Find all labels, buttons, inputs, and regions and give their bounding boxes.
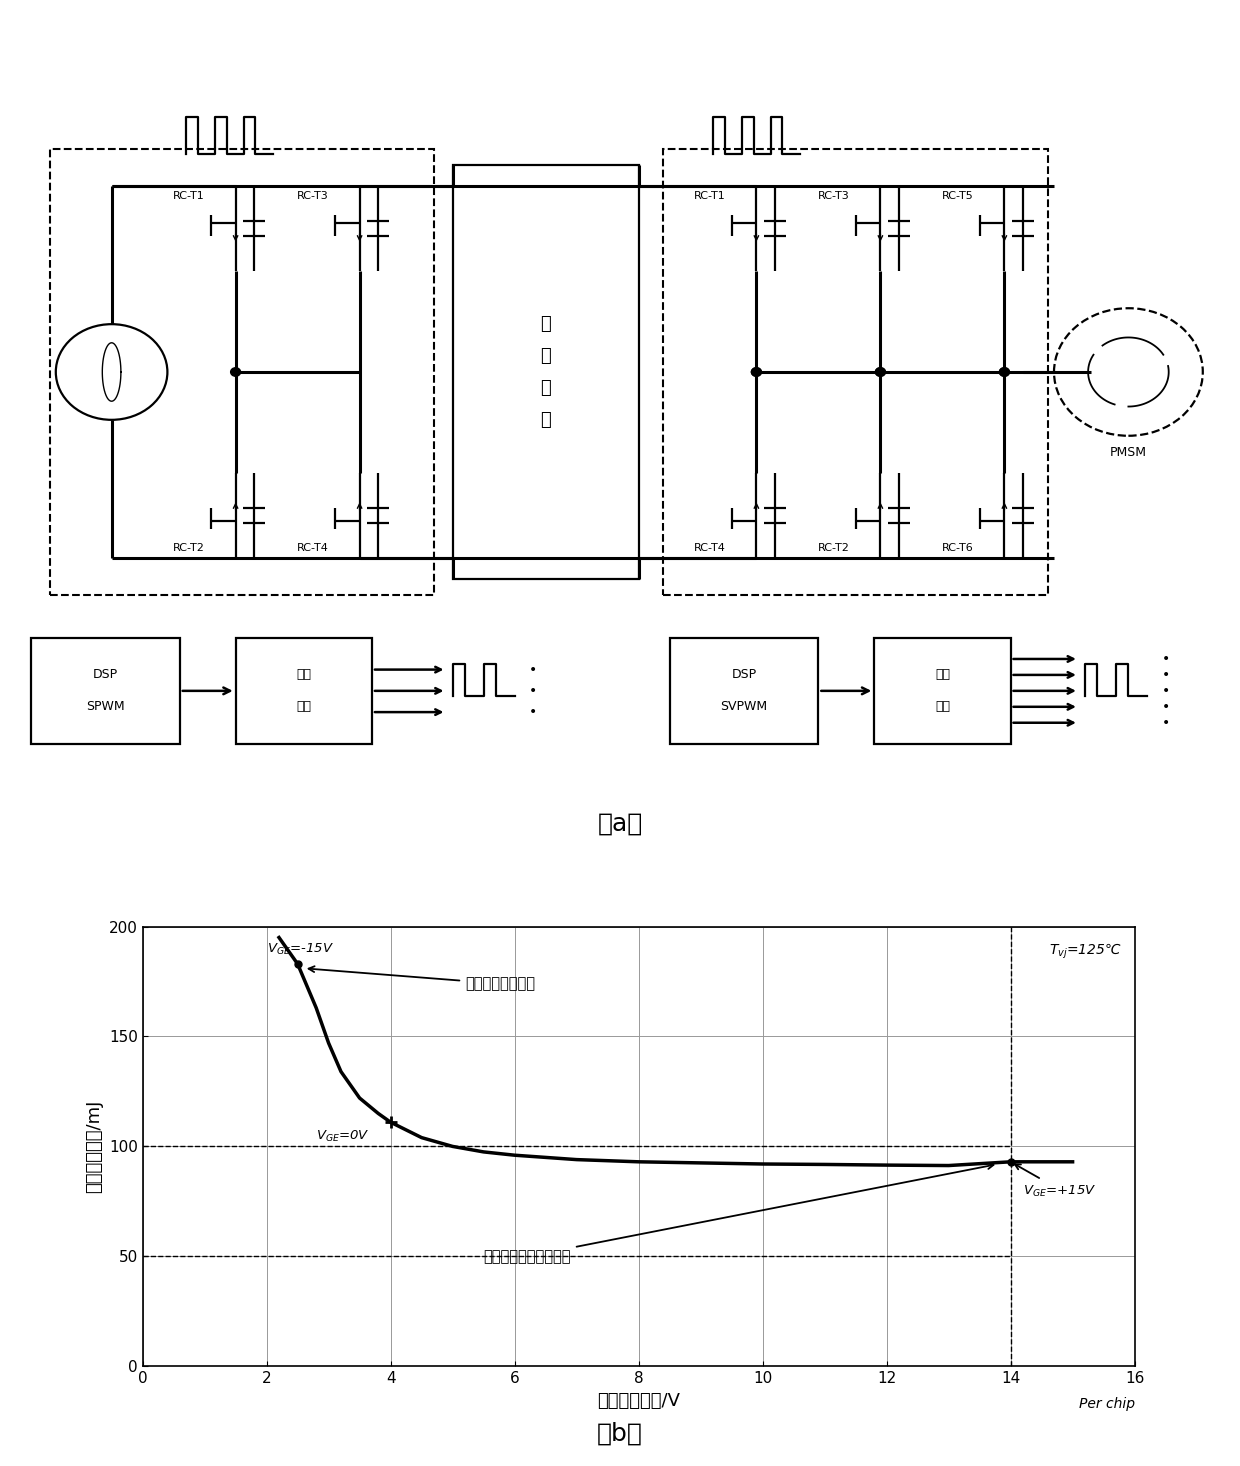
Text: RC-T1: RC-T1 <box>693 191 725 201</box>
Text: $V_{GE}$=+15V: $V_{GE}$=+15V <box>1023 1185 1096 1199</box>
Y-axis label: 反向恢复损耗/mJ: 反向恢复损耗/mJ <box>86 1100 103 1193</box>
Circle shape <box>231 368 241 377</box>
Text: 驱动: 驱动 <box>935 701 950 714</box>
Text: RC-T2: RC-T2 <box>172 542 205 553</box>
Bar <box>670 638 818 745</box>
Text: •: • <box>1162 715 1169 730</box>
Text: RC-T5: RC-T5 <box>941 191 973 201</box>
Circle shape <box>751 368 761 377</box>
Text: 低导通损耗工作点: 低导通损耗工作点 <box>309 966 534 991</box>
Text: RC-T4: RC-T4 <box>296 542 329 553</box>
Text: •: • <box>529 683 537 698</box>
Text: RC-T3: RC-T3 <box>296 191 329 201</box>
Text: 节: 节 <box>541 410 551 430</box>
Text: Per chip: Per chip <box>1079 1397 1135 1412</box>
Circle shape <box>875 368 885 377</box>
Bar <box>874 638 1011 745</box>
Circle shape <box>999 368 1009 377</box>
X-axis label: 正向导通压降/V: 正向导通压降/V <box>598 1391 680 1410</box>
Bar <box>663 150 1048 595</box>
Text: RC-T1: RC-T1 <box>172 191 205 201</box>
Text: 门极: 门极 <box>296 668 311 682</box>
Text: SPWM: SPWM <box>86 701 125 714</box>
Text: $V_{GE}$=0V: $V_{GE}$=0V <box>316 1129 370 1143</box>
Text: 流: 流 <box>541 347 551 365</box>
Bar <box>236 638 372 745</box>
Text: 直: 直 <box>541 315 551 333</box>
Bar <box>50 150 434 595</box>
Text: •: • <box>1162 652 1169 666</box>
Text: $V_{GE}$=-15V: $V_{GE}$=-15V <box>267 943 334 957</box>
Text: （b）: （b） <box>598 1422 642 1445</box>
Text: •: • <box>1162 683 1169 698</box>
Text: DSP: DSP <box>732 668 756 682</box>
Text: •: • <box>529 705 537 720</box>
Text: RC-T3: RC-T3 <box>817 191 849 201</box>
Text: PMSM: PMSM <box>1110 446 1147 459</box>
Bar <box>31 638 180 745</box>
Text: 驱动: 驱动 <box>296 701 311 714</box>
Text: RC-T2: RC-T2 <box>817 542 849 553</box>
Bar <box>453 164 639 579</box>
Circle shape <box>999 368 1009 377</box>
Text: •: • <box>1162 699 1169 714</box>
Text: DSP: DSP <box>93 668 118 682</box>
Text: 门极: 门极 <box>935 668 950 682</box>
Text: 环: 环 <box>541 378 551 397</box>
Text: $T_{vj}$=125℃: $T_{vj}$=125℃ <box>1049 941 1122 962</box>
Text: SVPWM: SVPWM <box>720 701 768 714</box>
Text: 低反向恢复损耗工作点: 低反向恢复损耗工作点 <box>484 1163 993 1264</box>
Circle shape <box>875 368 885 377</box>
Text: （a）: （a） <box>598 812 642 836</box>
Text: RC-T4: RC-T4 <box>693 542 725 553</box>
Text: •: • <box>1162 668 1169 682</box>
Text: RC-T6: RC-T6 <box>941 542 973 553</box>
Text: •: • <box>529 663 537 677</box>
Circle shape <box>751 368 761 377</box>
